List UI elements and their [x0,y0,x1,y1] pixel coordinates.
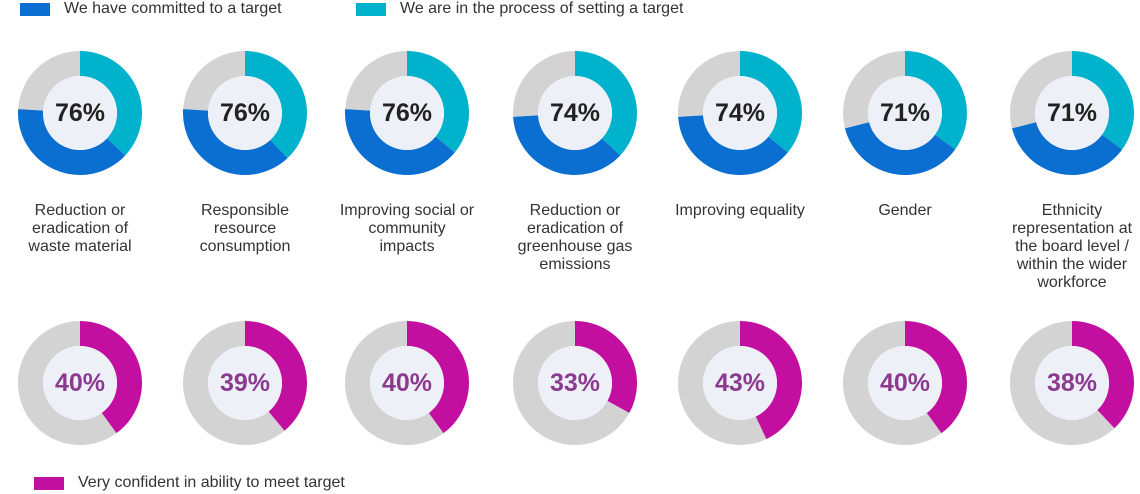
category-label: Gender [878,202,932,219]
segment-arc [245,321,307,431]
remainder-arc [512,51,575,117]
remainder-arc [18,321,117,445]
donut-hole [1035,76,1109,150]
segment-arc [905,321,967,434]
segment-arc [905,51,967,150]
center-label: 40% [880,369,930,397]
segment-arc [407,51,469,153]
category-label: Ethnicity representation at the board le… [1011,202,1133,291]
category-label: Improving social or community impacts [339,202,475,255]
category-label: Responsible resource consumption [199,202,291,255]
donut-hole [208,76,282,150]
legend-swatch [34,476,64,490]
remainder-arc [843,51,905,129]
center-label: 38% [1047,369,1097,397]
segment-arc [80,51,142,156]
segment-arc [1072,321,1134,429]
legend-swatch [356,2,386,16]
donut-hole [868,76,942,150]
center-label: 33% [550,369,600,397]
remainder-arc [1010,51,1072,129]
legend-label: We have committed to a target [64,0,282,17]
donut-hole [370,346,444,420]
remainder-arc [1009,321,1115,445]
center-label: 76% [55,99,105,127]
segment-arc [407,321,469,434]
remainder-arc [843,321,942,445]
segment-arc [80,321,143,434]
remainder-arc [182,321,285,445]
donut-hole [703,76,777,150]
donut-hole [208,346,282,420]
center-label: 74% [715,99,765,127]
center-label: 40% [382,369,432,397]
category-label: Reduction or eradication of waste materi… [28,202,132,255]
center-label: 71% [880,99,930,127]
remainder-arc [18,51,80,111]
legend-label: We are in the process of setting a targe… [400,0,684,17]
center-label: 74% [550,99,600,127]
legend-swatch [20,2,50,16]
segment-arc [1072,51,1134,150]
center-label: 39% [220,369,270,397]
donut-hole [43,76,117,150]
category-label: Reduction or eradication of greenhouse g… [517,202,633,273]
segment-arc [513,115,621,176]
segment-arc [678,115,788,176]
segment-arc [844,122,956,175]
segment-arc [575,51,637,156]
remainder-arc [345,321,444,445]
remainder-arc [183,51,245,111]
segment-arc [18,109,126,175]
donut-hole [703,346,777,420]
legend-item: Very confident in ability to meet target [34,474,345,492]
segment-arc [740,51,802,153]
segment-arc [344,109,455,175]
segment-arc [245,51,307,159]
remainder-arc [677,321,767,446]
donut-hole [538,76,612,150]
segment-arc [182,109,288,175]
center-label: 43% [715,369,765,397]
donut-hole [868,346,942,420]
remainder-arc [345,51,407,111]
donut-hole [538,346,612,420]
donut-hole [370,76,444,150]
segment-arc [575,321,637,413]
center-label: 71% [1047,99,1097,127]
legend-label: Very confident in ability to meet target [78,474,345,491]
center-label: 76% [220,99,270,127]
legend-item: We are in the process of setting a targe… [356,0,683,18]
center-label: 40% [55,369,105,397]
donut-hole [1035,346,1109,420]
remainder-arc [512,321,630,446]
remainder-arc [677,51,740,117]
segment-arc [1011,122,1123,175]
category-label: Improving equality [675,202,805,219]
center-label: 76% [382,99,432,127]
donut-hole [43,346,117,420]
segment-arc [740,321,802,440]
legend-item: We have committed to a target [20,0,282,18]
